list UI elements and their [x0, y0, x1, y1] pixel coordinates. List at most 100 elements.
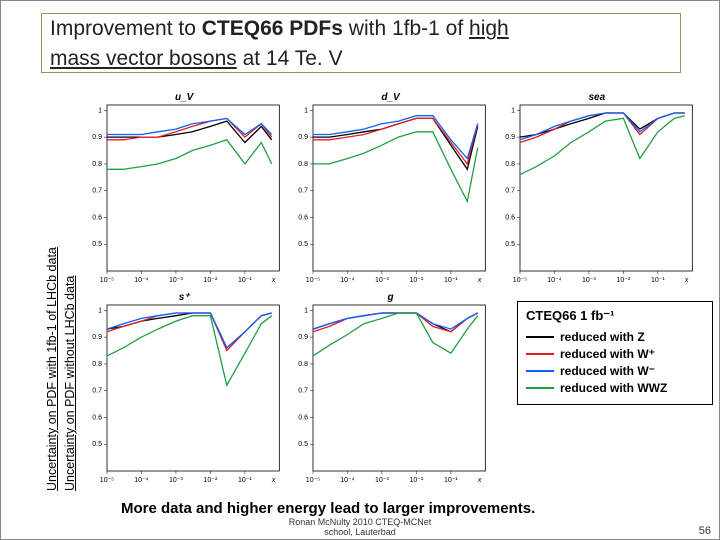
legend-label: reduced with WWZ [560, 381, 667, 395]
svg-text:0.5: 0.5 [299, 241, 309, 248]
legend-swatch [526, 353, 554, 355]
legend-row-wwz: reduced with WWZ [526, 381, 704, 395]
svg-text:0.8: 0.8 [299, 161, 309, 168]
svg-text:0.5: 0.5 [92, 241, 102, 248]
svg-text:0.6: 0.6 [92, 214, 102, 221]
svg-text:0.7: 0.7 [505, 188, 515, 195]
title-box: Improvement to CTEQ66 PDFs with 1fb-1 of… [41, 13, 681, 73]
legend-header: CTEQ66 1 fb⁻¹ [526, 308, 704, 324]
svg-text:10⁻⁵: 10⁻⁵ [100, 277, 114, 284]
svg-text:x: x [271, 477, 276, 484]
svg-text:0.9: 0.9 [92, 334, 102, 341]
svg-text:0.6: 0.6 [299, 414, 309, 421]
svg-text:x: x [683, 277, 688, 284]
svg-text:10⁻⁴: 10⁻⁴ [134, 477, 149, 484]
svg-text:0.9: 0.9 [299, 134, 309, 141]
svg-text:0.8: 0.8 [92, 161, 102, 168]
title-ul1: high [469, 17, 509, 40]
panel-uv: u_V 0.5 0.6 0.7 0.8 0.9 1 10⁻⁵ 10⁻⁴ 10⁻³ 10⁻² 10⁻¹ x [83, 93, 285, 289]
panel-splus: s⁺0.50.60.70.80.9110⁻⁵10⁻⁴10⁻³10⁻²10⁻¹x [83, 293, 285, 489]
plot-grid: u_V 0.5 0.6 0.7 0.8 0.9 1 10⁻⁵ 10⁻⁴ 10⁻³ 10⁻² 10⁻¹ x… [83, 93, 698, 489]
panel-title: sea [496, 92, 698, 103]
svg-text:0.7: 0.7 [92, 388, 102, 395]
svg-text:0.5: 0.5 [92, 441, 102, 448]
svg-text:1: 1 [304, 307, 308, 314]
svg-text:x: x [477, 277, 482, 284]
panel-title: u_V [83, 92, 285, 103]
legend-swatch [526, 336, 554, 338]
title-pre: Improvement to [50, 17, 202, 40]
legend-row-z: reduced with Z [526, 330, 704, 344]
panel-title: g [289, 292, 491, 303]
svg-text:1: 1 [98, 107, 102, 114]
svg-text:10⁻²: 10⁻² [410, 477, 424, 484]
svg-text:10⁻³: 10⁻³ [582, 277, 596, 284]
svg-text:0.8: 0.8 [92, 361, 102, 368]
legend-swatch [526, 387, 554, 389]
page-number: 56 [699, 525, 711, 537]
svg-text:0.9: 0.9 [299, 334, 309, 341]
svg-text:10⁻¹: 10⁻¹ [444, 277, 458, 284]
svg-text:10⁻⁴: 10⁻⁴ [134, 277, 149, 284]
svg-text:10⁻⁵: 10⁻⁵ [512, 277, 526, 284]
svg-text:0.5: 0.5 [505, 241, 515, 248]
svg-text:10⁻⁵: 10⁻⁵ [100, 477, 114, 484]
legend-box: CTEQ66 1 fb⁻¹ reduced with Z reduced wit… [517, 301, 713, 405]
chart-canvas: 0.5 0.6 0.7 0.8 0.9 1 10⁻⁵ 10⁻⁴ 10⁻³ 10⁻² 10⁻¹ x [289, 93, 491, 289]
svg-text:1: 1 [304, 107, 308, 114]
svg-text:10⁻¹: 10⁻¹ [651, 277, 665, 284]
svg-text:1: 1 [98, 307, 102, 314]
svg-text:10⁻¹: 10⁻¹ [238, 277, 252, 284]
footer-line1: Ronan McNulty 2010 CTEQ-MCNet [289, 517, 432, 527]
svg-text:10⁻²: 10⁻² [203, 277, 217, 284]
svg-text:x: x [477, 477, 482, 484]
legend-label: reduced with W⁻ [560, 364, 655, 378]
svg-text:10⁻²: 10⁻² [410, 277, 424, 284]
chart-canvas: 0.50.60.70.80.9110⁻⁵10⁻⁴10⁻³10⁻²10⁻¹x [83, 293, 285, 489]
svg-text:10⁻⁴: 10⁻⁴ [547, 277, 562, 284]
svg-text:0.5: 0.5 [299, 441, 309, 448]
svg-text:10⁻³: 10⁻³ [169, 477, 183, 484]
svg-text:0.9: 0.9 [505, 134, 515, 141]
panel-title: s⁺ [83, 292, 285, 303]
svg-text:0.6: 0.6 [92, 414, 102, 421]
svg-text:0.6: 0.6 [299, 214, 309, 221]
legend-label: reduced with Z [560, 330, 645, 344]
panel-sea: sea0.50.60.70.80.9110⁻⁵10⁻⁴10⁻³10⁻²10⁻¹x [496, 93, 698, 289]
svg-text:0.8: 0.8 [299, 361, 309, 368]
svg-text:10⁻³: 10⁻³ [375, 277, 389, 284]
chart-canvas: 0.50.60.70.80.9110⁻⁵10⁻⁴10⁻³10⁻²10⁻¹x [496, 93, 698, 289]
vertical-axis-label-with-lhcb: Uncertainty on PDF with 1fb-1 of LHCb da… [45, 247, 59, 491]
svg-text:x: x [271, 277, 276, 284]
svg-text:10⁻⁵: 10⁻⁵ [306, 277, 320, 284]
svg-text:0.6: 0.6 [505, 214, 515, 221]
title-line-1: Improvement to CTEQ66 PDFs with 1fb-1 of… [42, 14, 680, 44]
svg-text:10⁻¹: 10⁻¹ [444, 477, 458, 484]
bottom-note: More data and higher energy lead to larg… [121, 500, 535, 517]
footer: Ronan McNulty 2010 CTEQ-MCNet school, La… [1, 517, 719, 537]
svg-text:0.7: 0.7 [92, 188, 102, 195]
title-line2-ul: mass vector bosons [50, 47, 237, 70]
legend-row-wminus: reduced with W⁻ [526, 364, 704, 378]
svg-text:10⁻⁵: 10⁻⁵ [306, 477, 320, 484]
svg-text:1: 1 [511, 107, 515, 114]
svg-text:10⁻⁴: 10⁻⁴ [341, 277, 356, 284]
title-mid1: with 1fb-1 of [343, 17, 469, 40]
title-line-2: mass vector bosons at 14 Te. V [42, 44, 680, 74]
footer-line2: school, Lauterbad [324, 527, 396, 537]
svg-text:0.9: 0.9 [92, 134, 102, 141]
panel-g: g 0.5 0.6 0.7 0.8 0.9 1 10⁻⁵ 10⁻⁴ 10⁻³ 10⁻² 10⁻¹ x [289, 293, 491, 489]
chart-canvas: 0.5 0.6 0.7 0.8 0.9 1 10⁻⁵ 10⁻⁴ 10⁻³ 10⁻² 10⁻¹ x [289, 293, 491, 489]
svg-text:0.7: 0.7 [299, 388, 309, 395]
svg-text:0.7: 0.7 [299, 188, 309, 195]
title-bold: CTEQ66 PDFs [202, 17, 343, 40]
legend-row-wplus: reduced with W⁺ [526, 347, 704, 361]
svg-text:10⁻⁴: 10⁻⁴ [341, 477, 356, 484]
legend-label: reduced with W⁺ [560, 347, 655, 361]
chart-canvas: 0.5 0.6 0.7 0.8 0.9 1 10⁻⁵ 10⁻⁴ 10⁻³ 10⁻² 10⁻¹ x [83, 93, 285, 289]
slide-root: Improvement to CTEQ66 PDFs with 1fb-1 of… [0, 0, 720, 540]
svg-text:10⁻³: 10⁻³ [375, 477, 389, 484]
svg-text:10⁻³: 10⁻³ [169, 277, 183, 284]
title-line2-rest: at 14 Te. V [237, 47, 343, 70]
svg-text:10⁻²: 10⁻² [203, 477, 217, 484]
